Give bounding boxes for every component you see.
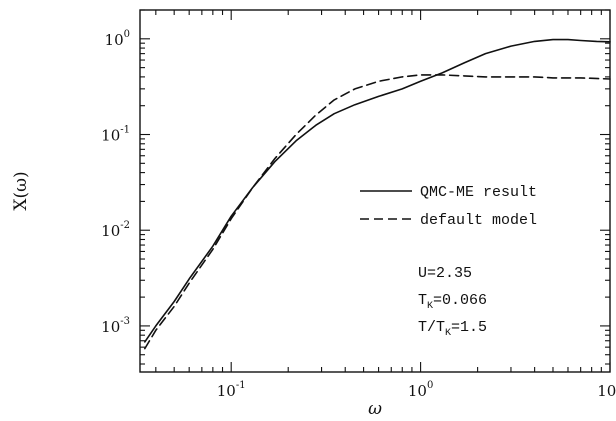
series-layer xyxy=(144,38,611,350)
param-ratio: T/TK=1.5 xyxy=(418,319,487,339)
axis-ticks xyxy=(140,9,611,372)
parameter-annotations: U=2.35 TK=0.066 T/TK=1.5 xyxy=(418,265,487,339)
legend-label-qmc: QMC-ME result xyxy=(420,184,537,201)
series-qmc-me-line xyxy=(144,38,611,343)
plot-frame xyxy=(139,9,611,373)
y-tick-label: 10-3 xyxy=(101,316,130,336)
y-tick-label: 10-1 xyxy=(101,125,130,145)
y-tick-label: 100 xyxy=(105,29,130,49)
tick-labels: 10-1 100 101 10-3 10-2 10-1 100 xyxy=(101,29,616,400)
param-u: U=2.35 xyxy=(418,265,472,282)
y-tick-label: 10-2 xyxy=(101,220,130,240)
legend: QMC-ME result default model xyxy=(360,184,537,229)
x-tick-label: 100 xyxy=(408,380,433,400)
y-axis-title: X(ω) xyxy=(11,171,31,210)
legend-label-default: default model xyxy=(420,212,537,229)
x-tick-label: 101 xyxy=(597,380,616,400)
param-tk: TK=0.066 xyxy=(418,292,487,312)
x-tick-label: 10-1 xyxy=(217,380,246,400)
x-axis-title: ω xyxy=(368,399,382,419)
series-default-model-line xyxy=(144,74,611,350)
